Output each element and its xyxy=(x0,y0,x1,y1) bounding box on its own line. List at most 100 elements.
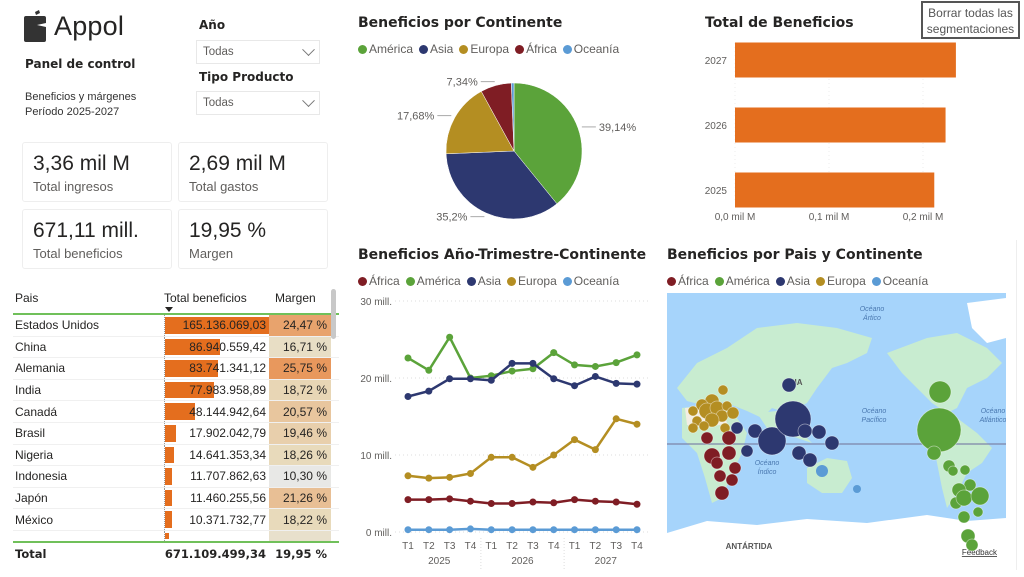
line-point-Oceanía[interactable] xyxy=(550,526,558,534)
slicer-product-dropdown[interactable]: Todas xyxy=(196,91,320,115)
line-point-Oceanía[interactable] xyxy=(466,525,474,533)
map-bubble-África[interactable] xyxy=(721,430,737,446)
line-legend-item[interactable]: Asia xyxy=(466,274,501,288)
line-legend-item[interactable]: América xyxy=(405,274,461,288)
map-bubble-Asia[interactable] xyxy=(791,445,807,461)
line-point-Asia[interactable] xyxy=(404,392,412,400)
line-point-Asia[interactable] xyxy=(466,375,474,383)
pie-legend-item[interactable]: Europa xyxy=(459,42,509,56)
pie-legend-item[interactable]: América xyxy=(358,42,413,56)
line-series-Europa[interactable] xyxy=(407,417,638,480)
map-bubble-África[interactable] xyxy=(728,461,742,475)
line-point-Asia[interactable] xyxy=(612,379,620,387)
map-bubble-Europa[interactable] xyxy=(726,406,740,420)
map-bubble-Asia[interactable] xyxy=(757,426,787,456)
line-point-Europa[interactable] xyxy=(425,474,433,482)
line-point-Oceanía[interactable] xyxy=(591,526,599,534)
map-bubble-Asia[interactable] xyxy=(824,435,840,451)
map-bubble-África[interactable] xyxy=(725,473,739,487)
line-point-América[interactable] xyxy=(446,333,454,341)
map-bubble-América[interactable] xyxy=(957,510,971,524)
map-bubble-Europa[interactable] xyxy=(687,405,699,417)
line-point-Europa[interactable] xyxy=(550,451,558,459)
map-bubble-América[interactable] xyxy=(955,489,973,507)
line-point-América[interactable] xyxy=(550,349,558,357)
slicer-year-dropdown[interactable]: Todas xyxy=(196,40,320,64)
bubble-map[interactable]: OcéanoÁrticoASIAOcéanoPacíficoOcéanoAtlá… xyxy=(667,293,1006,561)
line-point-Oceanía[interactable] xyxy=(487,526,495,534)
line-point-Asia[interactable] xyxy=(633,380,641,388)
line-point-Europa[interactable] xyxy=(529,463,537,471)
line-point-Oceanía[interactable] xyxy=(633,526,641,534)
line-series-Oceanía[interactable] xyxy=(408,527,637,531)
table-row[interactable]: Japón 11.460.255,56 21,26 % xyxy=(13,487,339,510)
line-point-África[interactable] xyxy=(446,495,454,503)
line-point-Oceanía[interactable] xyxy=(404,526,412,534)
pie-slice-Oceanía[interactable] xyxy=(511,82,515,152)
map-bubble-Asia[interactable] xyxy=(781,377,797,393)
line-point-América[interactable] xyxy=(633,351,641,359)
line-point-América[interactable] xyxy=(404,354,412,362)
bar-2025[interactable] xyxy=(735,172,935,208)
line-point-Oceanía[interactable] xyxy=(529,526,537,534)
line-point-Oceanía[interactable] xyxy=(571,526,579,534)
table-row[interactable]: Nigeria 14.641.353,34 18,26 % xyxy=(13,444,339,467)
line-point-Asia[interactable] xyxy=(446,375,454,383)
table-scrollbar[interactable] xyxy=(331,289,336,339)
column-header-pais[interactable]: Pais xyxy=(15,291,39,305)
map-bubble-América[interactable] xyxy=(916,407,962,453)
map-bubble-América[interactable] xyxy=(970,486,990,506)
line-point-Europa[interactable] xyxy=(508,453,516,461)
table-row[interactable]: México 10.371.732,77 18,22 % xyxy=(13,509,339,531)
pie-slice-Europa[interactable] xyxy=(445,91,515,155)
pie-legend-item[interactable]: África xyxy=(515,42,557,56)
column-header-beneficios[interactable]: Total beneficios xyxy=(164,291,269,312)
line-series-América[interactable] xyxy=(407,334,638,380)
line-point-Europa[interactable] xyxy=(446,473,454,481)
table-row[interactable]: Estados Unidos 165.136.069,03 24,47 % xyxy=(13,315,339,337)
line-legend-item[interactable]: África xyxy=(358,274,400,288)
line-point-Oceanía[interactable] xyxy=(446,526,454,534)
map-bubble-América[interactable] xyxy=(959,464,971,476)
line-point-África[interactable] xyxy=(529,498,537,506)
line-point-África[interactable] xyxy=(550,499,558,507)
column-header-margen[interactable]: Margen xyxy=(275,291,316,305)
map-bubble-Oceanía[interactable] xyxy=(816,465,828,477)
line-point-África[interactable] xyxy=(571,496,579,504)
map-bubble-Europa[interactable] xyxy=(687,422,699,434)
map-legend-item[interactable]: Europa xyxy=(816,274,866,288)
line-point-África[interactable] xyxy=(633,500,641,508)
line-point-África[interactable] xyxy=(487,500,495,508)
map-bubble-África[interactable] xyxy=(713,469,727,483)
line-point-Europa[interactable] xyxy=(633,420,641,428)
line-legend-item[interactable]: Oceanía xyxy=(562,274,619,288)
bar-2026[interactable] xyxy=(735,107,946,143)
map-bubble-América[interactable] xyxy=(965,538,979,552)
map-bubble-América[interactable] xyxy=(972,506,984,518)
line-point-Europa[interactable] xyxy=(487,453,495,461)
map-bubble-Asia[interactable] xyxy=(740,444,754,458)
bar-2027[interactable] xyxy=(735,42,956,78)
map-bubble-Asia[interactable] xyxy=(811,424,827,440)
map-legend-item[interactable]: África xyxy=(667,274,709,288)
line-point-África[interactable] xyxy=(612,498,620,506)
table-row[interactable]: China 86.940.559,42 16,71 % xyxy=(13,336,339,359)
line-point-Europa[interactable] xyxy=(591,446,599,454)
map-legend-item[interactable]: Asia xyxy=(775,274,810,288)
table-row[interactable]: Indonesia 11.707.862,63 10,30 % xyxy=(13,466,339,488)
clear-all-slicers-button[interactable]: Borrar todas las segmentaciones xyxy=(921,1,1020,39)
table-row[interactable]: Brasil 17.902.042,79 19,46 % xyxy=(13,422,339,445)
map-legend-item[interactable]: Oceanía xyxy=(871,274,928,288)
line-point-Europa[interactable] xyxy=(612,415,620,423)
map-bubble-Europa[interactable] xyxy=(717,384,729,396)
pie-legend-item[interactable]: Asia xyxy=(419,42,453,56)
map-bubble-África[interactable] xyxy=(721,445,737,461)
line-point-América[interactable] xyxy=(425,366,433,374)
line-point-África[interactable] xyxy=(591,497,599,505)
map-bubble-América[interactable] xyxy=(947,465,959,477)
map-bubble-América[interactable] xyxy=(926,445,942,461)
table-row[interactable]: Alemania 83.741.341,12 25,75 % xyxy=(13,358,339,380)
line-point-América[interactable] xyxy=(508,367,516,375)
line-point-Oceanía[interactable] xyxy=(425,526,433,534)
map-bubble-Oceanía[interactable] xyxy=(853,485,861,493)
